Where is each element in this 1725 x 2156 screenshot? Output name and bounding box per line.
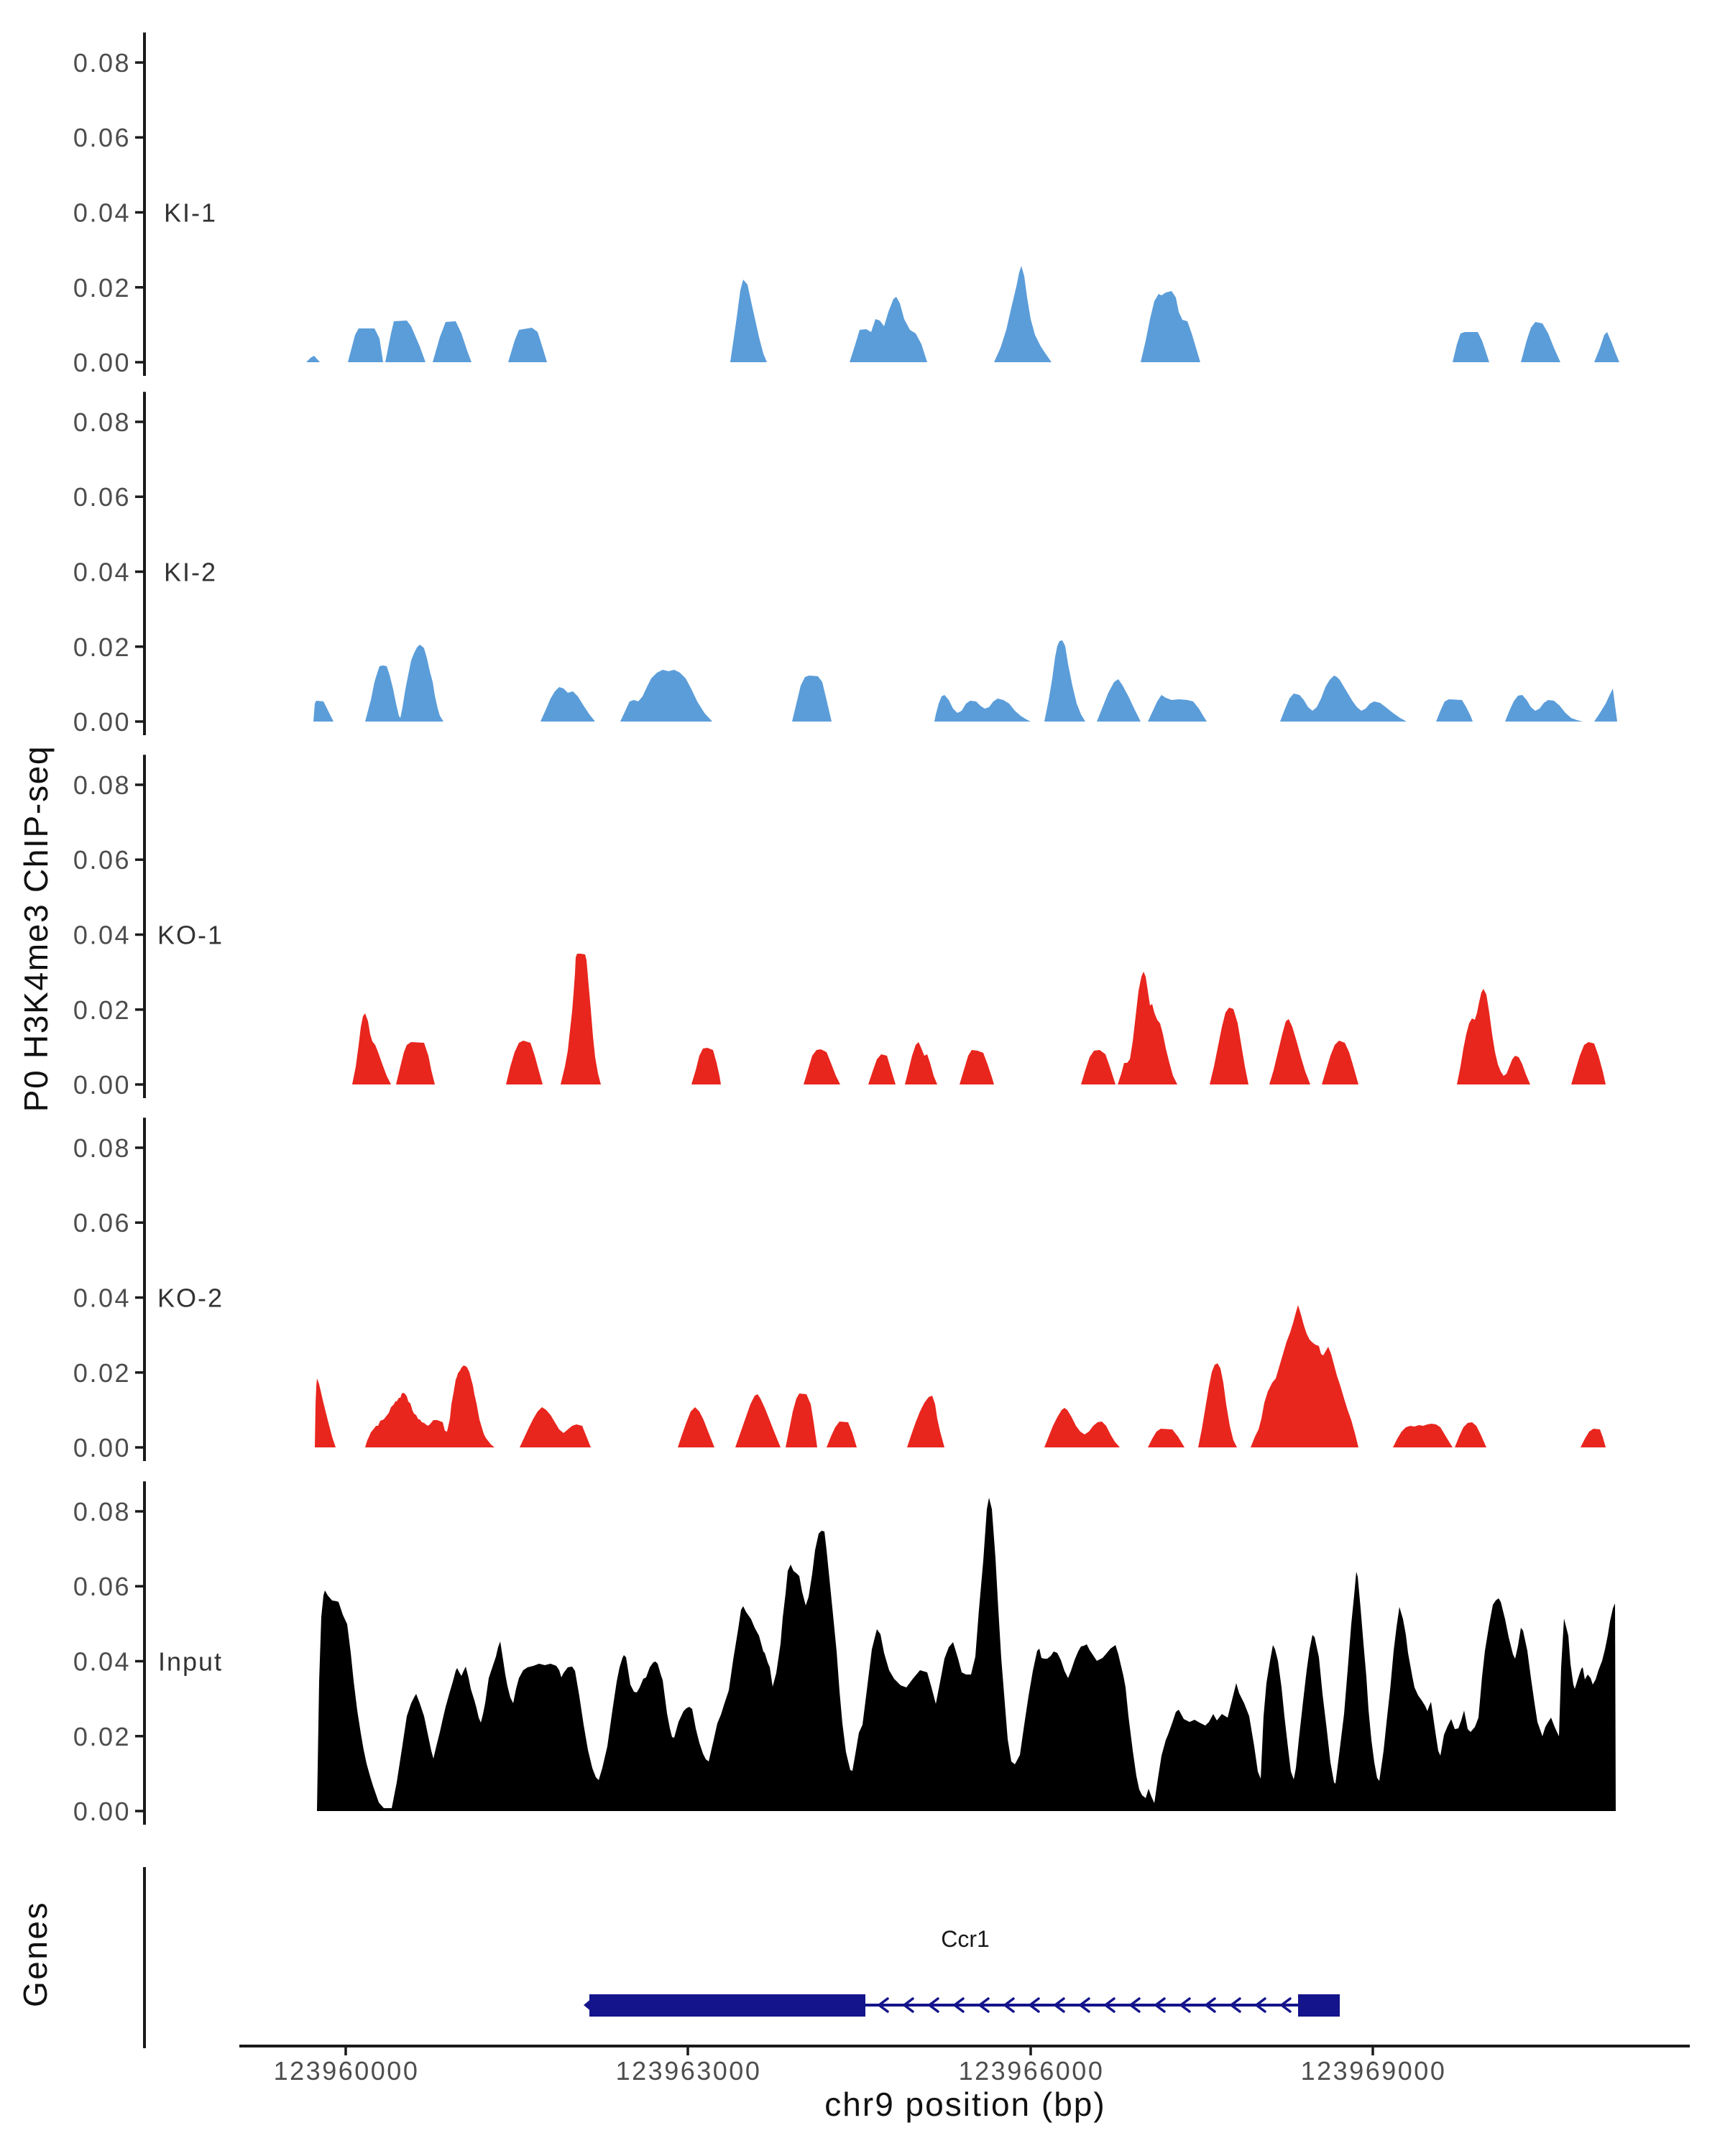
- svg-text:123960000: 123960000: [274, 2056, 420, 2086]
- svg-text:KI-2: KI-2: [164, 558, 217, 587]
- svg-text:0.00: 0.00: [73, 1070, 131, 1100]
- svg-text:0.02: 0.02: [73, 632, 131, 662]
- svg-text:0.06: 0.06: [73, 845, 131, 875]
- svg-text:0.08: 0.08: [73, 1497, 131, 1526]
- svg-text:0.02: 0.02: [73, 1722, 131, 1751]
- svg-text:KO-1: KO-1: [157, 921, 224, 950]
- svg-text:0.06: 0.06: [73, 1208, 131, 1238]
- svg-text:0.06: 0.06: [73, 1572, 131, 1601]
- svg-text:KI-1: KI-1: [164, 198, 217, 228]
- svg-text:0.04: 0.04: [73, 1284, 131, 1313]
- svg-text:0.00: 0.00: [73, 707, 131, 737]
- svg-text:0.02: 0.02: [73, 1358, 131, 1388]
- svg-text:0.06: 0.06: [73, 123, 131, 152]
- svg-text:Genes: Genes: [17, 1901, 54, 2007]
- svg-text:Ccr1: Ccr1: [941, 1926, 990, 1952]
- svg-text:0.04: 0.04: [73, 558, 131, 587]
- svg-text:0.04: 0.04: [73, 921, 131, 950]
- svg-text:0.08: 0.08: [73, 770, 131, 800]
- svg-text:123963000: 123963000: [616, 2056, 762, 2086]
- svg-text:KO-2: KO-2: [157, 1284, 224, 1313]
- svg-text:123966000: 123966000: [959, 2056, 1105, 2086]
- svg-text:Input: Input: [158, 1647, 223, 1677]
- svg-text:123969000: 123969000: [1301, 2056, 1447, 2086]
- svg-text:0.00: 0.00: [73, 1797, 131, 1826]
- svg-text:0.00: 0.00: [73, 348, 131, 377]
- svg-text:0.08: 0.08: [73, 48, 131, 78]
- svg-text:0.02: 0.02: [73, 273, 131, 303]
- svg-text:0.06: 0.06: [73, 482, 131, 512]
- svg-text:P0 H3K4me3 ChIP-seq: P0 H3K4me3 ChIP-seq: [17, 745, 55, 1112]
- svg-text:0.02: 0.02: [73, 995, 131, 1025]
- svg-text:0.04: 0.04: [73, 198, 131, 228]
- svg-text:chr9 position (bp): chr9 position (bp): [824, 2086, 1105, 2123]
- svg-text:0.08: 0.08: [73, 407, 131, 437]
- svg-text:0.04: 0.04: [73, 1647, 131, 1677]
- svg-text:0.08: 0.08: [73, 1133, 131, 1163]
- svg-text:0.00: 0.00: [73, 1433, 131, 1462]
